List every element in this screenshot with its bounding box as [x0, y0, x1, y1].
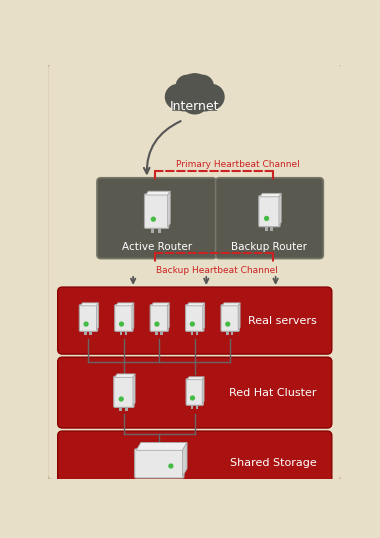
Circle shape	[120, 322, 124, 326]
Text: Backup Heartbeat Channel: Backup Heartbeat Channel	[156, 266, 278, 275]
Circle shape	[84, 322, 88, 326]
FancyBboxPatch shape	[58, 287, 332, 354]
FancyBboxPatch shape	[221, 305, 239, 331]
FancyBboxPatch shape	[215, 178, 323, 259]
Bar	[265, 227, 268, 231]
Text: Primary Heartbeat Channel: Primary Heartbeat Channel	[176, 160, 299, 169]
Circle shape	[178, 74, 212, 108]
Circle shape	[200, 84, 224, 109]
Circle shape	[119, 397, 123, 401]
Polygon shape	[260, 193, 281, 197]
Bar	[226, 331, 228, 335]
Text: Shared Storage: Shared Storage	[230, 458, 317, 469]
Bar	[160, 331, 163, 335]
Circle shape	[166, 84, 190, 109]
FancyBboxPatch shape	[150, 305, 168, 331]
Bar	[125, 331, 127, 335]
Polygon shape	[97, 303, 98, 330]
Text: Red Hat Cluster: Red Hat Cluster	[229, 387, 317, 398]
FancyBboxPatch shape	[144, 194, 169, 228]
Circle shape	[264, 216, 269, 221]
Polygon shape	[116, 303, 134, 306]
Bar	[196, 331, 198, 335]
Circle shape	[192, 75, 213, 97]
Polygon shape	[136, 442, 187, 450]
Bar	[155, 331, 158, 335]
Polygon shape	[238, 303, 240, 330]
Polygon shape	[81, 303, 98, 306]
Bar	[158, 228, 161, 233]
FancyBboxPatch shape	[135, 449, 184, 478]
Polygon shape	[115, 374, 135, 377]
FancyBboxPatch shape	[172, 94, 218, 111]
FancyBboxPatch shape	[186, 379, 203, 405]
FancyBboxPatch shape	[115, 305, 133, 331]
FancyBboxPatch shape	[47, 63, 343, 480]
Polygon shape	[187, 303, 205, 306]
Bar	[191, 405, 193, 409]
Circle shape	[176, 75, 198, 97]
FancyBboxPatch shape	[259, 196, 280, 227]
Bar	[195, 405, 198, 409]
FancyBboxPatch shape	[185, 305, 204, 331]
FancyBboxPatch shape	[58, 357, 332, 428]
Circle shape	[181, 86, 209, 114]
Bar	[119, 407, 122, 412]
Text: Internet: Internet	[170, 101, 220, 114]
Circle shape	[226, 322, 230, 326]
Polygon shape	[202, 377, 204, 404]
Bar	[125, 407, 128, 412]
Bar	[120, 331, 122, 335]
Polygon shape	[146, 191, 170, 195]
Polygon shape	[132, 303, 134, 330]
Circle shape	[191, 396, 195, 400]
FancyBboxPatch shape	[114, 376, 134, 407]
Bar	[191, 331, 193, 335]
Circle shape	[169, 464, 173, 468]
Text: Backup Router: Backup Router	[231, 242, 307, 252]
Polygon shape	[203, 303, 205, 330]
Circle shape	[175, 93, 193, 111]
Polygon shape	[168, 191, 170, 227]
Polygon shape	[167, 303, 169, 330]
Polygon shape	[133, 374, 135, 406]
Circle shape	[190, 322, 194, 326]
FancyBboxPatch shape	[58, 431, 332, 495]
FancyBboxPatch shape	[79, 305, 98, 331]
Polygon shape	[222, 303, 240, 306]
Polygon shape	[182, 442, 187, 477]
Circle shape	[151, 217, 155, 221]
Bar	[271, 227, 273, 231]
Text: Real servers: Real servers	[248, 316, 317, 325]
Circle shape	[155, 322, 159, 326]
FancyBboxPatch shape	[97, 178, 216, 259]
Bar	[231, 331, 233, 335]
Bar	[84, 331, 87, 335]
Text: Active Router: Active Router	[122, 242, 192, 252]
Circle shape	[196, 93, 215, 111]
Polygon shape	[279, 193, 281, 225]
Bar	[89, 331, 92, 335]
Polygon shape	[187, 377, 204, 380]
Bar	[151, 228, 154, 233]
Polygon shape	[151, 303, 169, 306]
